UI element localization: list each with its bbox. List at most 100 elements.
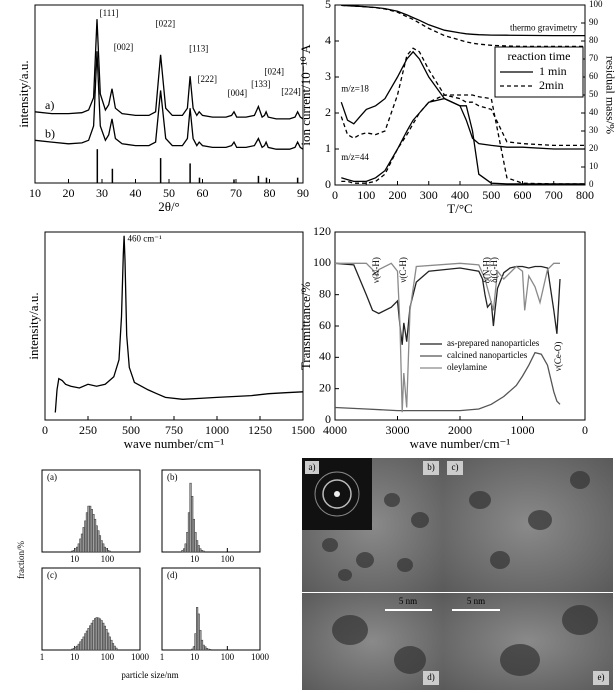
histogram-bar <box>196 607 199 651</box>
x-tick-label: 2000 <box>448 423 472 437</box>
label-box <box>423 671 439 685</box>
y2-tick-label: 20 <box>589 143 599 153</box>
annotation: ν(N-H) <box>371 257 381 283</box>
plot-frame <box>161 469 261 553</box>
annotation: m/z=18 <box>341 84 369 94</box>
panel-label: (a) <box>47 472 57 482</box>
y2-tick-label: 60 <box>589 71 599 81</box>
x-tick-label: 500 <box>482 188 500 202</box>
x-tick-label: 800 <box>576 188 594 202</box>
x-tick-label: 1 <box>40 652 45 662</box>
x-tick-label: 750 <box>165 423 183 437</box>
y2-tick-label: 0 <box>589 179 594 189</box>
data-line <box>341 4 585 48</box>
annotation: [024] <box>264 67 284 77</box>
legend-label: calcined nanoparticles <box>447 350 528 360</box>
x-tick-label: 1000 <box>511 423 535 437</box>
data-line <box>34 19 304 120</box>
diffraction-ring <box>322 479 352 509</box>
x-tick-label: 0 <box>582 423 588 437</box>
data-line <box>54 235 304 413</box>
legend-label: 2min <box>539 78 564 92</box>
series-label: a) <box>45 98 54 112</box>
label-box <box>305 461 319 474</box>
legend-label: oleylamine <box>447 362 487 372</box>
x-axis-label: T/°C <box>447 201 472 216</box>
y-axis-label: Transmittance/% <box>298 282 313 371</box>
x-axis-label: wave number/cm⁻¹ <box>124 436 225 451</box>
y-tick-label: 1 <box>325 141 331 155</box>
x-tick-label: 10 <box>70 652 80 662</box>
data-line <box>335 262 560 413</box>
x-tick-label: 500 <box>122 423 140 437</box>
x-tick-label: 80 <box>264 186 276 200</box>
data-line <box>341 97 585 185</box>
x-tick-label: 0 <box>332 188 338 202</box>
panel-label: (c) <box>47 570 57 580</box>
image-label: c) <box>452 462 459 472</box>
x-tick-label: 100 <box>221 554 235 564</box>
y-axis-label: intensity/a.u. <box>26 292 41 359</box>
x-tick-label: 1000 <box>251 652 270 662</box>
y2-tick-label: 50 <box>589 89 599 99</box>
y2-tick-label: 70 <box>589 53 599 63</box>
data-line <box>34 51 304 150</box>
x-tick-label: 10 <box>70 554 80 564</box>
image-label: d) <box>427 672 435 682</box>
y2-tick-label: 100 <box>589 0 603 9</box>
y-tick-label: 100 <box>313 255 331 269</box>
x-tick-label: 1 <box>160 652 165 662</box>
hist-y-label: fraction/% <box>16 541 26 579</box>
x-tick-label: 40 <box>130 186 142 200</box>
annotation: m/z=44 <box>341 152 369 162</box>
histogram-bar <box>200 639 204 651</box>
y2-tick-label: 30 <box>589 125 599 135</box>
data-line <box>340 47 585 147</box>
y-axis-label: ion current/10⁻¹⁰ A <box>298 44 313 146</box>
data-line <box>334 351 561 412</box>
annotation: [002] <box>114 42 134 52</box>
x-tick-label: 400 <box>451 188 469 202</box>
histogram-bar <box>196 540 199 553</box>
annotation: 460 cm⁻¹ <box>128 234 162 244</box>
y-tick-label: 4 <box>325 33 331 47</box>
x-tick-label: 600 <box>514 188 532 202</box>
particles <box>322 471 598 676</box>
annotation: δ(C-H) <box>489 257 499 283</box>
x-tick-label: 700 <box>545 188 563 202</box>
x-tick-label: 100 <box>357 188 375 202</box>
y-tick-label: 80 <box>319 286 331 300</box>
annotation: [224] <box>281 86 301 96</box>
y-tick-label: 40 <box>319 349 331 363</box>
annotation: [113] <box>189 44 208 54</box>
x-tick-label: 100 <box>101 554 115 564</box>
annotation: ν(C-H) <box>398 257 408 283</box>
scale-bar-label: 5 nm <box>399 596 417 606</box>
x-tick-label: 1500 <box>291 423 315 437</box>
histogram-bar <box>76 645 79 651</box>
y-tick-label: 120 <box>313 224 331 238</box>
y-tick-label: 0 <box>325 177 331 191</box>
y-tick-label: 5 <box>325 0 331 11</box>
x-tick-label: 250 <box>79 423 97 437</box>
histogram-bar <box>202 550 205 553</box>
x-tick-label: 100 <box>101 652 115 662</box>
label-box <box>593 671 609 685</box>
annotation: δ(N-H) <box>482 257 492 283</box>
x-tick-label: 70 <box>230 186 242 200</box>
y2-tick-label: 10 <box>589 161 599 171</box>
x-tick-label: 50 <box>163 186 175 200</box>
image-label: a) <box>309 462 316 472</box>
annotation: [022] <box>156 19 176 29</box>
label-box <box>423 461 439 475</box>
histogram-bar <box>108 550 111 553</box>
x-tick-label: 4000 <box>323 423 347 437</box>
y-tick-label: 0 <box>325 412 331 426</box>
y2-tick-label: 80 <box>589 35 599 45</box>
annotation: ν(Ce-O) <box>553 342 563 372</box>
scale-bar-label: 5 nm <box>467 596 485 606</box>
x-tick-label: 100 <box>221 652 235 662</box>
x-axis-label: wave number/cm⁻¹ <box>410 436 511 451</box>
histogram-bar <box>80 533 84 553</box>
x-tick-label: 60 <box>197 186 209 200</box>
